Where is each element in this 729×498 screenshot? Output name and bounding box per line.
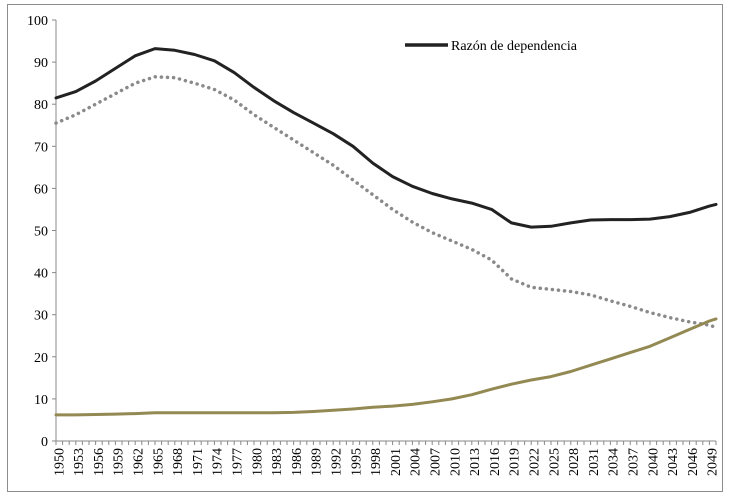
y-tick-label: 30	[34, 309, 48, 324]
x-tick-label: 1962	[132, 448, 147, 476]
x-tick-label: 2025	[547, 448, 562, 476]
x-tick-label: 2010	[448, 448, 463, 476]
x-tick-label: 1995	[349, 448, 364, 476]
x-tick-label: 2022	[528, 448, 543, 476]
x-tick-label: 2001	[389, 448, 404, 476]
x-tick-label: 1986	[290, 448, 305, 476]
y-tick-label: 20	[34, 351, 48, 366]
x-tick-label: 1959	[112, 448, 127, 476]
x-tick-label: 2043	[666, 448, 681, 476]
y-tick-label: 50	[34, 225, 48, 240]
x-tick-label: 2049	[706, 448, 721, 476]
x-tick-label: 1989	[310, 448, 325, 476]
x-tick-label: 1983	[270, 448, 285, 476]
series-line-1	[54, 75, 718, 330]
y-tick-label: 0	[41, 435, 48, 450]
x-tick-label: 1956	[92, 448, 107, 476]
x-tick-label: 1950	[52, 448, 67, 476]
y-tick-label: 10	[34, 393, 48, 408]
x-tick-label: 1968	[171, 448, 186, 476]
x-tick-label: 1992	[330, 448, 345, 476]
x-tick-label: 2031	[587, 448, 602, 476]
y-tick-label: 80	[34, 98, 48, 113]
x-tick-label: 1998	[369, 448, 384, 476]
axes: 0 10 20 30 40 50 60 70 80 90 100 1950 1953 1956 1959 19…	[27, 14, 721, 476]
x-tick-label: 2046	[686, 448, 701, 476]
x-tick-label: 1974	[211, 448, 226, 476]
y-tick-label: 90	[34, 56, 48, 71]
x-tick-label: 2040	[646, 448, 661, 476]
x-tick-label: 2004	[409, 448, 424, 476]
x-tick-label: 2028	[567, 448, 582, 476]
y-tick-label: 60	[34, 182, 48, 197]
x-tick-label: 2013	[468, 448, 483, 476]
y-tick-label: 70	[34, 140, 48, 155]
series-lines	[54, 47, 718, 417]
x-tick-label: 1971	[191, 448, 206, 476]
legend: Razón de dependencia	[405, 39, 578, 54]
x-tick-label: 2037	[627, 448, 642, 476]
x-tick-label: 1953	[72, 448, 87, 476]
x-tick-label: 2016	[488, 448, 503, 476]
x-tick-label: 2007	[429, 448, 444, 476]
chart-frame	[7, 4, 723, 492]
x-tick-label: 2019	[508, 448, 523, 476]
x-tick-label: 1965	[151, 448, 166, 476]
legend-label: Razón de dependencia	[451, 39, 578, 54]
x-tick-label: 1980	[250, 448, 265, 476]
x-tick-label: 1977	[231, 448, 246, 476]
series-line-0	[54, 47, 718, 229]
x-tick-label: 2034	[607, 448, 622, 476]
y-tick-label: 40	[34, 267, 48, 282]
series-line-2	[54, 317, 718, 417]
y-tick-label: 100	[27, 14, 48, 29]
